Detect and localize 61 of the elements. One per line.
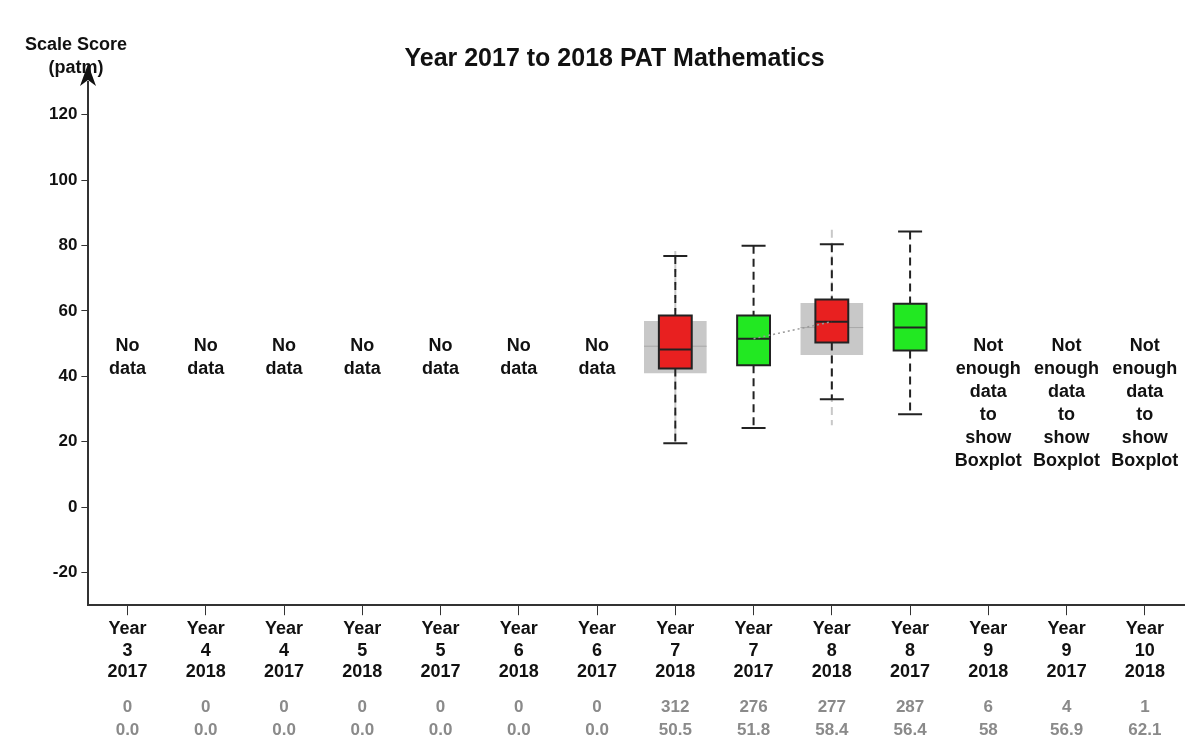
annotation: Not enough data to show Boxplot xyxy=(954,335,1022,471)
text: 0 xyxy=(592,696,602,716)
annotation: No data xyxy=(422,335,461,379)
text: 0.0 xyxy=(585,719,609,738)
text: 0 xyxy=(514,696,524,716)
text: 0.0 xyxy=(350,719,375,738)
y-tick-label: 60 xyxy=(58,300,78,320)
x-tick-label: Year 7 2017 xyxy=(733,617,774,682)
text: 277 xyxy=(817,696,847,716)
annotation: No data xyxy=(578,335,617,379)
text: 50.5 xyxy=(658,719,692,738)
x-tick-label: Year 9 2018 xyxy=(968,617,1009,682)
text: 0.0 xyxy=(506,719,531,738)
text: 62.1 xyxy=(1128,719,1162,738)
x-tick-label: Year 10 2018 xyxy=(1124,617,1165,682)
x-tick-label: Year 4 2018 xyxy=(185,617,226,682)
text: 287 xyxy=(895,696,925,716)
text: 0 xyxy=(357,696,368,716)
text: 56.4 xyxy=(893,719,928,738)
text: 0 xyxy=(279,696,289,716)
annotation: No data xyxy=(108,335,147,379)
x-tick-label: Year 6 2017 xyxy=(577,617,618,682)
annotation: Not enough data to show Boxplot xyxy=(1033,335,1101,471)
y-tick-label: 100 xyxy=(48,169,78,189)
text: 0 xyxy=(435,696,446,716)
text: 58 xyxy=(978,719,998,738)
text: 0 xyxy=(201,696,211,716)
text: 0.0 xyxy=(428,719,453,738)
text: 56.9 xyxy=(1050,719,1084,738)
text: 276 xyxy=(739,696,768,716)
x-tick-label: Year 8 2017 xyxy=(890,617,931,682)
annotation: No data xyxy=(187,335,226,379)
x-tick-label: Year 4 2017 xyxy=(263,617,305,682)
y-tick-label: 80 xyxy=(58,235,78,255)
y-tick-label: 120 xyxy=(48,104,78,124)
text: 0 xyxy=(122,696,133,716)
chart-title: Year 2017 to 2018 PAT Mathematics xyxy=(404,42,825,71)
annotation: No data xyxy=(265,335,304,379)
x-tick-label: Year 6 2018 xyxy=(498,617,539,682)
annotation: Not enough data to show Boxplot xyxy=(1111,335,1179,471)
text: 51.8 xyxy=(737,719,771,738)
x-tick-label: Year 9 2017 xyxy=(1046,617,1087,682)
y-tick-label: 0 xyxy=(67,496,78,516)
text: 58.4 xyxy=(815,719,849,738)
y-tick-label: -20 xyxy=(52,562,78,582)
x-tick-label: Year 5 2017 xyxy=(420,617,461,682)
text: 0.0 xyxy=(193,719,218,738)
x-tick-label: Year 3 2017 xyxy=(107,617,148,682)
text: 0.0 xyxy=(115,719,140,738)
annotation: No data xyxy=(343,335,382,379)
text: 4 xyxy=(1061,696,1072,716)
text: 6 xyxy=(983,696,994,716)
annotation: No data xyxy=(500,335,539,379)
y-tick-label: 40 xyxy=(58,365,78,385)
text: 312 xyxy=(661,696,690,716)
text: 1 xyxy=(1140,696,1150,716)
text: 0.0 xyxy=(272,719,296,738)
x-tick-label: Year 8 2018 xyxy=(811,617,852,682)
y-tick-label: 20 xyxy=(58,431,78,451)
x-tick-label: Year 5 2018 xyxy=(342,617,383,682)
x-tick-label: Year 7 2018 xyxy=(655,617,696,682)
